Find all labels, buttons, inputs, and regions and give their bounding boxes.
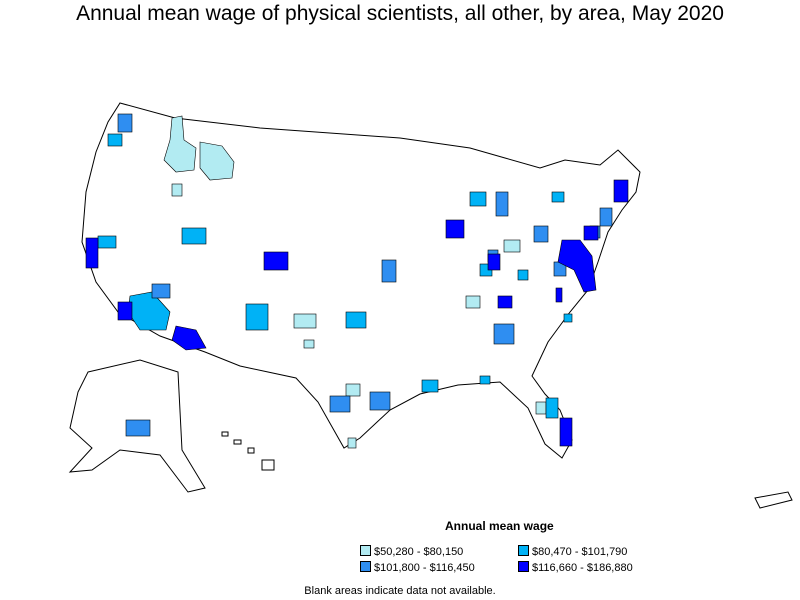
legend-item-2: $80,470 - $101,790 — [518, 545, 627, 558]
legend-swatch-4 — [518, 561, 529, 572]
legend-label-4: $116,660 - $186,880 — [532, 562, 633, 574]
wage-tier-1-areas — [163, 115, 547, 449]
legend-label-3: $101,800 - $116,450 — [374, 562, 475, 574]
legend-swatch-2 — [518, 545, 529, 556]
legend-swatch-1 — [360, 545, 371, 556]
puerto-rico-outline — [754, 491, 793, 509]
legend-item-1: $50,280 - $80,150 — [360, 545, 463, 558]
legend-item-4: $116,660 - $186,880 — [518, 561, 633, 574]
legend-label-2: $80,470 - $101,790 — [532, 546, 628, 558]
legend-swatch-3 — [360, 561, 371, 572]
footnote: Blank areas indicate data not available. — [304, 585, 496, 597]
legend-label-1: $50,280 - $80,150 — [374, 546, 464, 558]
wage-tier-2-areas — [97, 133, 573, 419]
hawaii-islands — [221, 431, 275, 471]
legend-title: Annual mean wage — [445, 519, 554, 533]
map-title: Annual mean wage of physical scientists,… — [76, 2, 724, 25]
legend-item-3: $101,800 - $116,450 — [360, 561, 475, 574]
wage-tier-4-areas — [85, 179, 629, 447]
us-wage-map — [68, 102, 793, 509]
